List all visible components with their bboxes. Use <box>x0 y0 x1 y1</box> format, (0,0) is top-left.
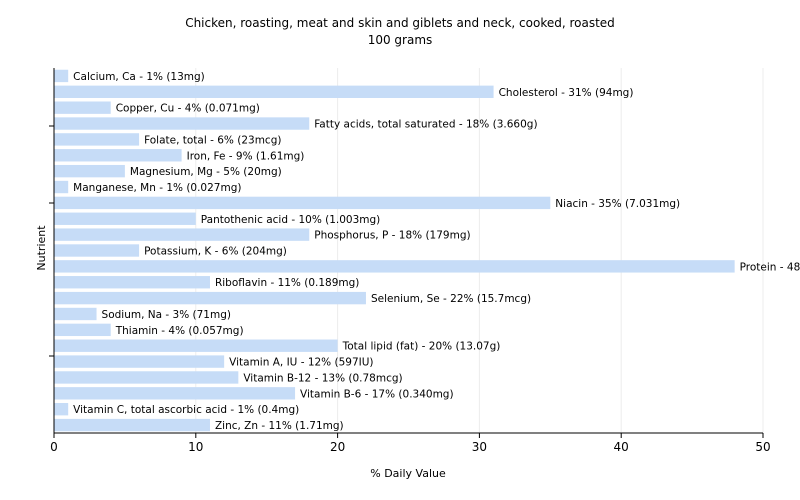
bar <box>54 212 196 225</box>
bar-label: Calcium, Ca - 1% (13mg) <box>73 71 205 83</box>
bar-label: Vitamin B-6 - 17% (0.340mg) <box>300 388 454 400</box>
chart-title: Chicken, roasting, meat and skin and gib… <box>185 16 615 30</box>
bar <box>54 339 338 352</box>
bar <box>54 403 69 416</box>
bar <box>54 418 210 432</box>
bar-label: Total lipid (fat) - 20% (13.07g) <box>342 341 501 353</box>
x-tick-label: 40 <box>614 440 629 454</box>
bar-label: Phosphorus, P - 18% (179mg) <box>314 230 470 242</box>
x-tick-label: 50 <box>755 440 770 454</box>
bar <box>54 387 296 400</box>
bar-label: Copper, Cu - 4% (0.071mg) <box>116 103 260 115</box>
bar <box>54 101 111 114</box>
bar <box>54 244 140 257</box>
x-tick-label: 10 <box>188 440 203 454</box>
bar <box>54 307 97 321</box>
bar <box>54 260 735 273</box>
bar <box>54 291 366 305</box>
bar-label: Protein - 48% (23.96g) <box>740 261 800 273</box>
bar <box>54 355 225 368</box>
axes: 0 10 20 30 40 50 <box>49 68 771 454</box>
bar-label: Vitamin A, IU - 12% (597IU) <box>229 357 373 369</box>
bar <box>54 180 69 194</box>
bar-label: Riboflavin - 11% (0.189mg) <box>215 277 359 289</box>
bar <box>54 276 210 289</box>
x-tick-label: 0 <box>50 440 58 454</box>
bar <box>54 196 551 210</box>
bar-label: Iron, Fe - 9% (1.61mg) <box>187 150 305 162</box>
bar-label: Fatty acids, total saturated - 18% (3.66… <box>314 119 537 131</box>
bar <box>54 164 125 178</box>
x-tick-label: 20 <box>330 440 345 454</box>
bar <box>54 228 310 241</box>
bar <box>54 69 69 83</box>
bar <box>54 133 140 146</box>
bar-label: Selenium, Se - 22% (15.7mcg) <box>371 293 531 305</box>
bar-label: Thiamin - 4% (0.057mg) <box>115 325 244 337</box>
bar <box>54 323 111 337</box>
bar-label: Folate, total - 6% (23mcg) <box>144 134 281 146</box>
chart-subtitle: 100 grams <box>368 33 433 47</box>
bar <box>54 149 182 162</box>
bar-label: Potassium, K - 6% (204mg) <box>144 246 287 258</box>
bar-label: Niacin - 35% (7.031mg) <box>555 198 680 210</box>
bar <box>54 371 239 384</box>
bar-label: Magnesium, Mg - 5% (20mg) <box>130 166 282 178</box>
bar <box>54 117 310 130</box>
x-axis-title: % Daily Value <box>370 467 446 480</box>
y-axis-title: Nutrient <box>35 225 48 271</box>
bar-label: Cholesterol - 31% (94mg) <box>499 87 634 99</box>
bar-label: Vitamin C, total ascorbic acid - 1% (0.4… <box>73 404 299 416</box>
bar-label: Vitamin B-12 - 13% (0.78mcg) <box>243 372 402 384</box>
bar-label: Sodium, Na - 3% (71mg) <box>102 309 231 321</box>
bar <box>54 85 494 98</box>
x-tick-label: 30 <box>472 440 487 454</box>
bar-label: Zinc, Zn - 11% (1.71mg) <box>215 420 344 432</box>
bar-label: Pantothenic acid - 10% (1.003mg) <box>201 214 380 226</box>
bars: Calcium, Ca - 1% (13mg) Cholesterol - 31%… <box>54 69 800 432</box>
bar-label: Manganese, Mn - 1% (0.027mg) <box>73 182 241 194</box>
